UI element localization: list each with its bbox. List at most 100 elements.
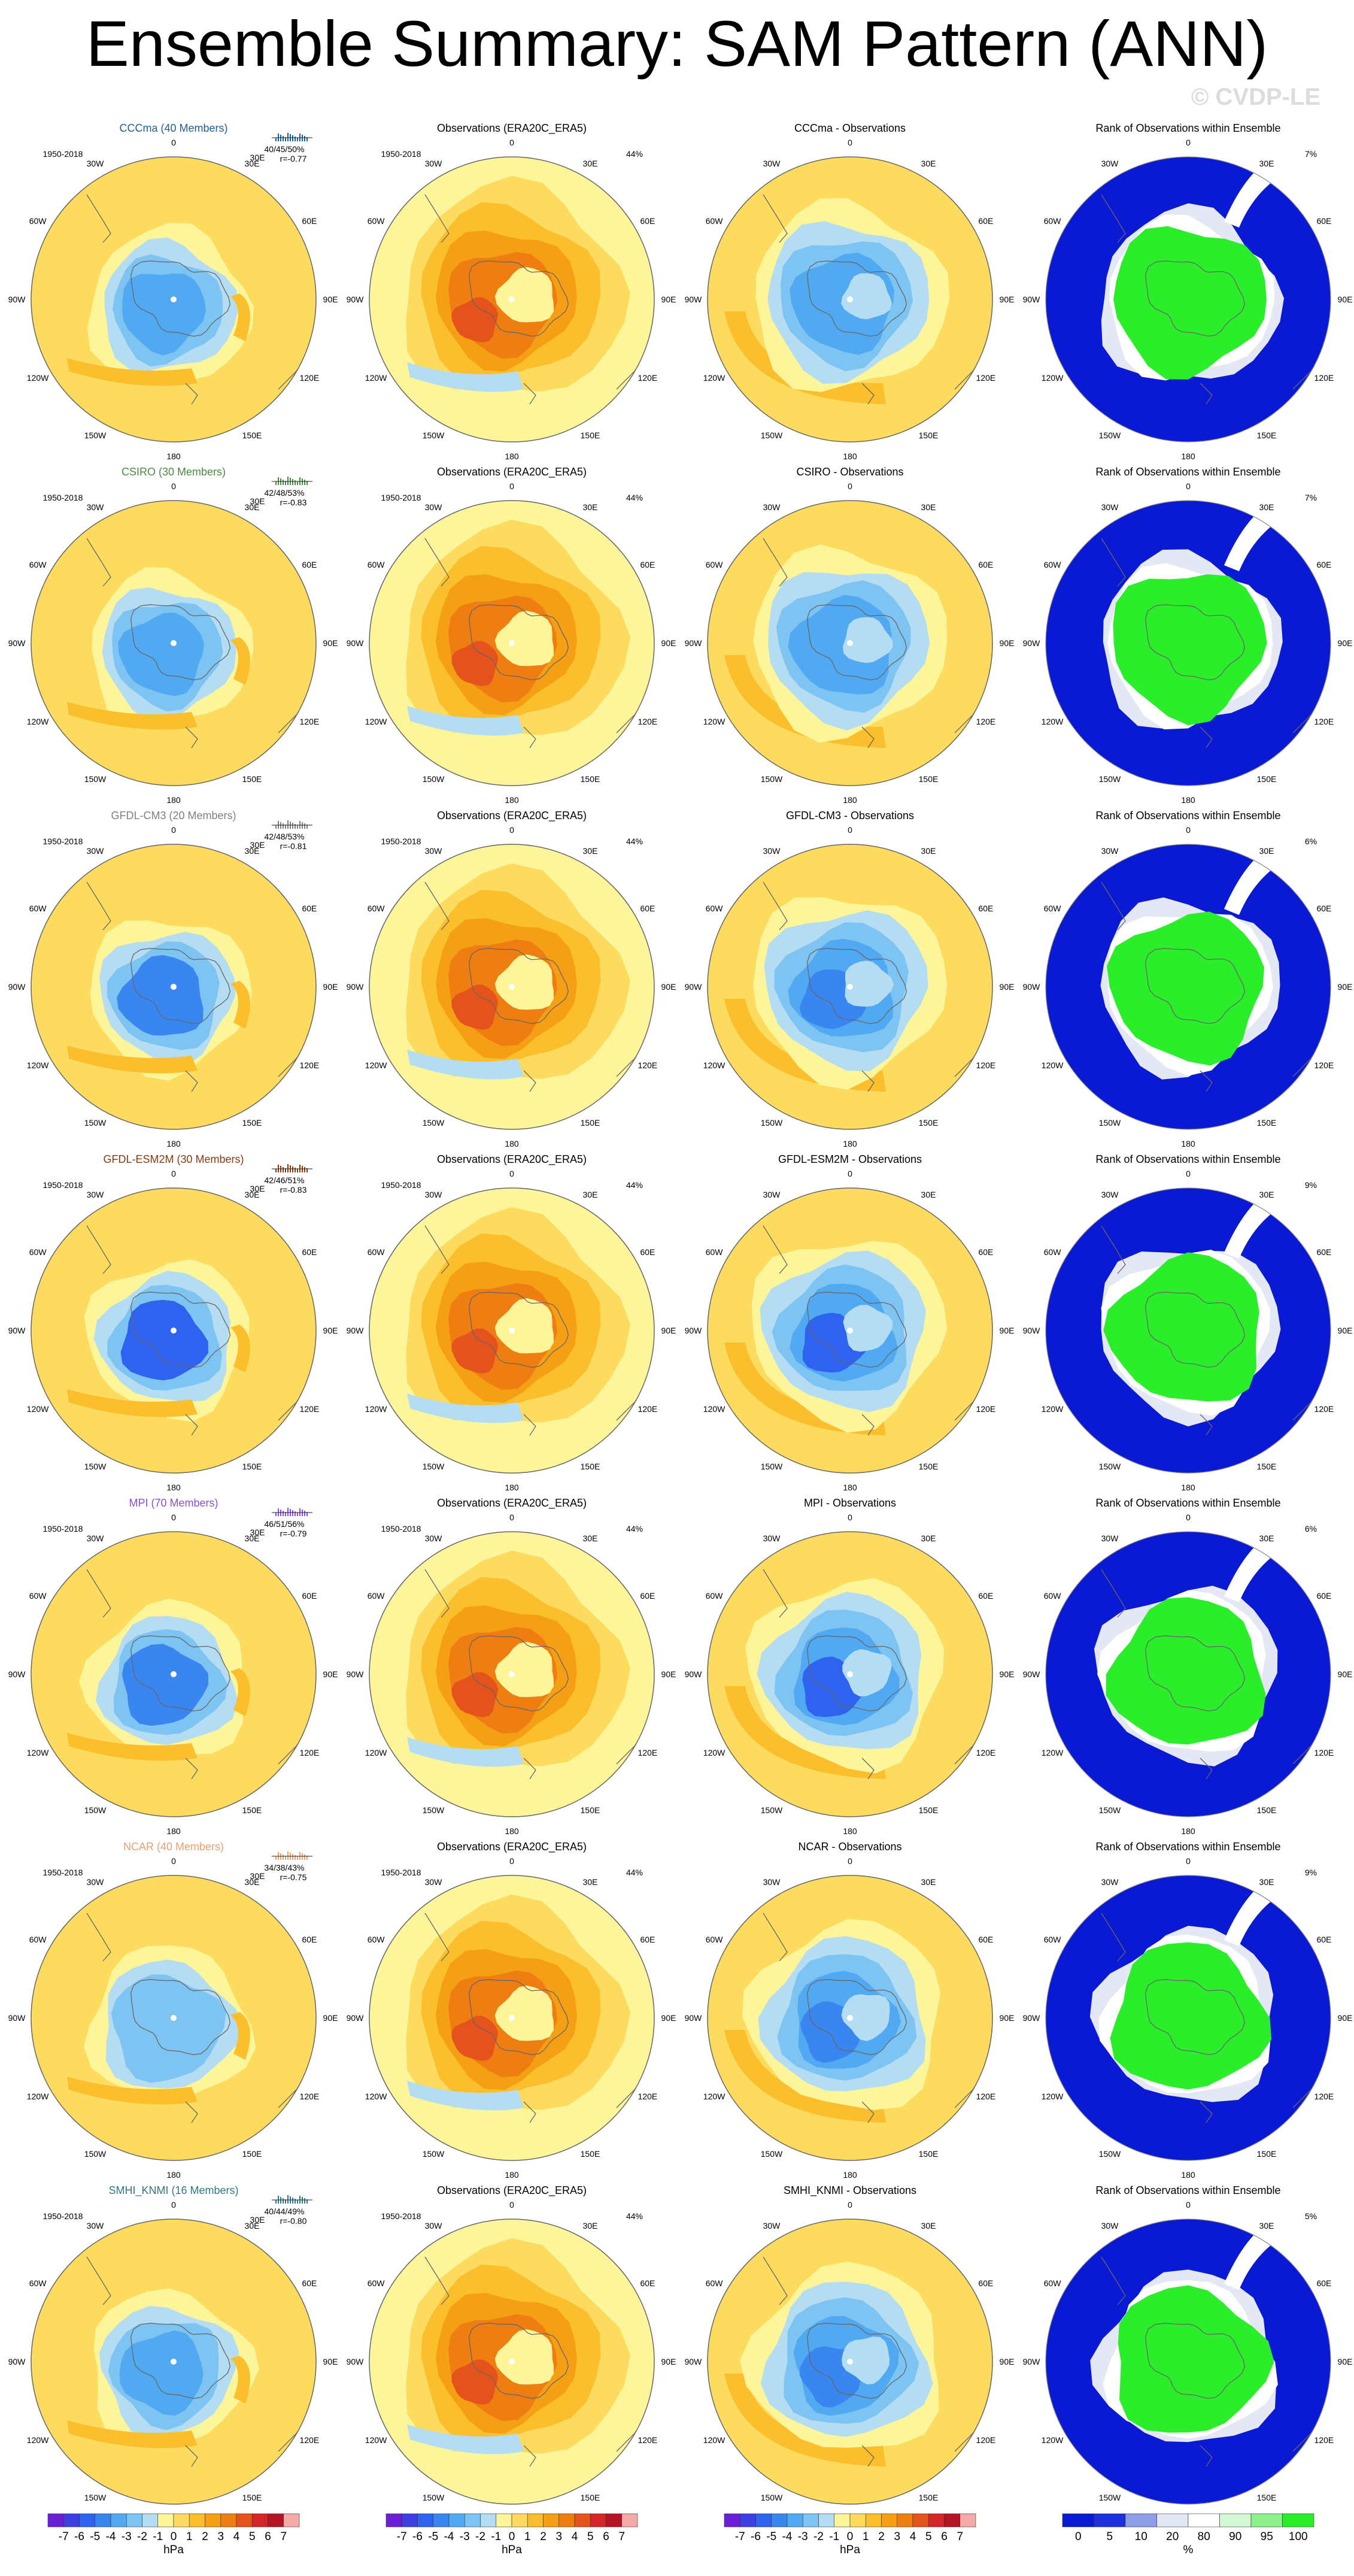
longitude-label: 180 [505, 1826, 519, 1836]
longitude-label: 60E [978, 1247, 993, 1257]
longitude-label: 30E [245, 159, 260, 168]
observations-panel: Observations (ERA20C_ERA5) 1950-2018 44% 0 3… [347, 1153, 676, 1492]
difference-panel-title: GFDL-ESM2M - Observations [778, 1153, 922, 1165]
longitude-label: 90E [661, 982, 676, 992]
contour-fill [494, 1642, 554, 1698]
longitude-label: 60W [29, 1247, 47, 1257]
map-border [707, 500, 993, 786]
longitude-label: 150E [242, 2149, 262, 2159]
longitude-label: 30E [250, 1528, 265, 1537]
graticule: 0 30E 60E 90E 120E 150E 180 150W 120W 90W 60W 30W [1023, 1169, 1353, 1492]
longitude-label: 180 [843, 795, 857, 805]
pole-marker [847, 2359, 853, 2365]
contour-fill [451, 641, 499, 686]
longitude-label: 90W [685, 295, 703, 304]
longitude-label: 60W [706, 904, 724, 913]
longitude-label: 0 [1186, 2200, 1191, 2210]
colorbar-hpa: -7 -6 -5 -4 -3 -2 -1 0 1 2 3 4 5 6 7 hPa [47, 2513, 300, 2556]
longitude-label: 150E [242, 2493, 262, 2502]
pole-marker [509, 296, 515, 302]
map-border [1045, 844, 1331, 1130]
pole-marker [509, 1671, 515, 1677]
longitude-label: 120W [27, 373, 49, 383]
longitude-label: 30W [87, 2221, 105, 2230]
rank-panel: Rank of Observations within Ensemble 5% 0 3… [1023, 2184, 1353, 2523]
longitude-label: 60W [1044, 1247, 1062, 1257]
longitude-label: 120W [703, 1060, 725, 1070]
longitude-label: 0 [848, 825, 852, 835]
variance-range-label: 34/38/43% [265, 1863, 305, 1872]
longitude-label: 90W [685, 2357, 703, 2366]
longitude-label: 120E [976, 1748, 996, 1757]
pole-marker [509, 984, 515, 990]
longitude-label: 90E [323, 1669, 338, 1679]
rank-fill [1107, 911, 1264, 1066]
colorbar-swatch [543, 2513, 560, 2527]
longitude-label: 120E [300, 1748, 320, 1757]
colorbar-swatch [558, 2513, 575, 2527]
colorbar-swatch [448, 2513, 465, 2527]
longitude-label: 30E [921, 502, 936, 512]
contour-fill [67, 1045, 198, 1074]
longitude-label: 30E [250, 153, 265, 162]
longitude-label: 60E [640, 1591, 655, 1601]
longitude-label: 0 [171, 481, 176, 491]
longitude-label: 180 [1181, 2170, 1195, 2180]
colorbar-tick-label: -3 [798, 2530, 808, 2543]
longitude-label: 180 [1181, 1826, 1195, 1836]
map-border [31, 156, 317, 443]
ensemble-panel-title: SMHI_KNMI (16 Members) [108, 2184, 238, 2197]
longitude-label: 150E [242, 774, 262, 784]
colorbar-tick-label: 20 [1166, 2530, 1179, 2543]
longitude-label: 30E [1259, 2221, 1274, 2230]
colorbar-tick-label: 10 [1135, 2530, 1147, 2543]
longitude-label: 30E [1259, 1190, 1274, 1199]
colorbar-tick-label: -6 [74, 2530, 84, 2543]
colorbar-tick-label: 3 [894, 2530, 900, 2543]
longitude-label: 30W [763, 502, 781, 512]
contour-fill [451, 2359, 499, 2405]
longitude-label: 60E [640, 1247, 655, 1257]
longitude-label: 60E [640, 904, 655, 913]
pole-marker [171, 296, 177, 302]
contour-fill [407, 1737, 524, 1767]
pattern-correlation-label: r=-0.77 [280, 154, 307, 163]
longitude-label: 150E [919, 2149, 939, 2159]
colorbar-tick-label: 7 [957, 2530, 963, 2543]
longitude-label: 30E [583, 1534, 598, 1543]
watermark-text: © CVDP-LE [1191, 84, 1320, 110]
variance-range-label: 42/48/53% [265, 832, 305, 841]
map-border [1045, 2219, 1331, 2505]
observations-panel: Observations (ERA20C_ERA5) 1950-2018 44% 0 3… [347, 1497, 676, 1836]
longitude-label: 90W [1023, 1669, 1041, 1679]
longitude-label: 150E [242, 1805, 262, 1815]
observations-panel-title: Observations (ERA20C_ERA5) [437, 810, 587, 822]
longitude-label: 30W [425, 1877, 443, 1887]
longitude-label: 60W [1044, 560, 1062, 569]
longitude-label: 90E [323, 2357, 338, 2366]
longitude-label: 150E [1257, 2493, 1277, 2502]
longitude-label: 120W [1042, 2435, 1064, 2445]
contour-fill [120, 1299, 208, 1381]
variance-label: 44% [626, 2211, 643, 2221]
member-histogram [272, 477, 312, 485]
longitude-label: 30E [921, 159, 936, 168]
colorbar-tick-label: 6 [603, 2530, 609, 2543]
longitude-label: 30W [763, 159, 781, 168]
longitude-label: 30E [583, 502, 598, 512]
longitude-label: 30E [1259, 846, 1274, 856]
colorbar-swatch [126, 2513, 142, 2527]
longitude-label: 90E [1000, 1326, 1015, 1335]
longitude-label: 120E [1314, 373, 1334, 383]
longitude-label: 150E [1257, 2149, 1277, 2159]
graticule: 0 30E 60E 90E 120E 150E 180 150W 120W 90W 60W 30W [347, 1513, 676, 1836]
longitude-label: 60W [706, 560, 724, 569]
graticule: 0 30E 60E 90E 120E 150E 180 150W 120W 90W 60W 30W [685, 1856, 1015, 2180]
longitude-label: 0 [1186, 1169, 1191, 1178]
member-histogram [272, 133, 312, 141]
variance-range-label: 46/51/56% [265, 1519, 305, 1529]
longitude-label: 120E [638, 2435, 658, 2445]
contour-fill [842, 2336, 890, 2384]
colorbar-swatch [1219, 2513, 1252, 2527]
